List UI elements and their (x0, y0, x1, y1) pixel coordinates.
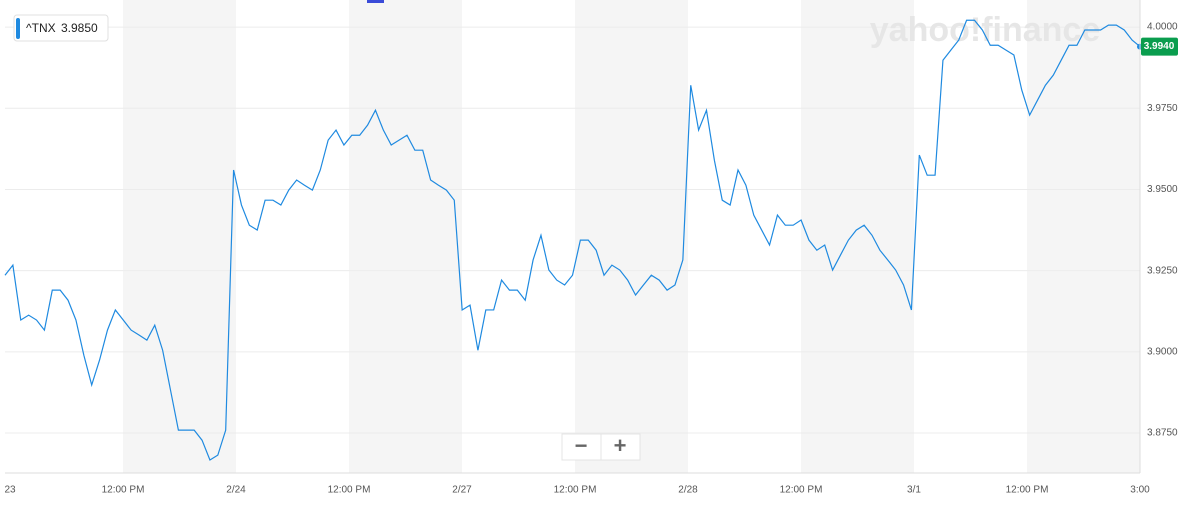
price-line (4, 19, 1141, 461)
x-tick-label: 12:00 PM (1006, 485, 1049, 496)
x-tick-label: 3/1 (907, 485, 921, 496)
zoom-out-label[interactable]: − (575, 433, 588, 458)
y-tick-label: 3.9500 (1147, 184, 1178, 195)
x-tick-label: 12:00 PM (328, 485, 371, 496)
x-tick-label: 12:00 PM (102, 485, 145, 496)
legend-name: ^TNX (26, 21, 56, 35)
last-price-tag (1141, 37, 1178, 56)
y-tick-label: 4.0000 (1147, 22, 1178, 33)
x-tick-label: 23 (4, 485, 16, 496)
x-tick-label: 3:00 (1130, 485, 1150, 496)
legend-box (13, 14, 109, 42)
watermark: yahoo!finance (870, 11, 1100, 49)
top-indicator (367, 0, 384, 3)
last-price-label: 3.9940 (1144, 41, 1175, 52)
session-band (123, 0, 236, 473)
zoom-out-button[interactable]: − (561, 433, 602, 461)
x-tick-label: 12:00 PM (554, 485, 597, 496)
zoom-in-button[interactable]: + (600, 433, 641, 461)
session-band (801, 0, 914, 473)
session-band (575, 0, 688, 473)
zoom-in-label[interactable]: + (614, 433, 627, 458)
legend-value: 3.9850 (61, 21, 98, 35)
x-tick-label: 2/27 (452, 485, 472, 496)
x-tick-label: 12:00 PM (780, 485, 823, 496)
x-tick-label: 2/28 (678, 485, 698, 496)
zoom-in-bg[interactable] (600, 433, 641, 461)
session-band (1027, 0, 1140, 473)
y-tick-label: 3.9000 (1147, 346, 1178, 357)
zoom-out-bg[interactable] (561, 433, 602, 461)
y-tick-label: 3.9250 (1147, 265, 1178, 276)
session-band (349, 0, 462, 473)
legend-swatch (16, 18, 20, 39)
y-tick-label: 3.9750 (1147, 103, 1178, 114)
y-tick-label: 3.8750 (1147, 428, 1178, 439)
x-tick-label: 2/24 (226, 485, 246, 496)
